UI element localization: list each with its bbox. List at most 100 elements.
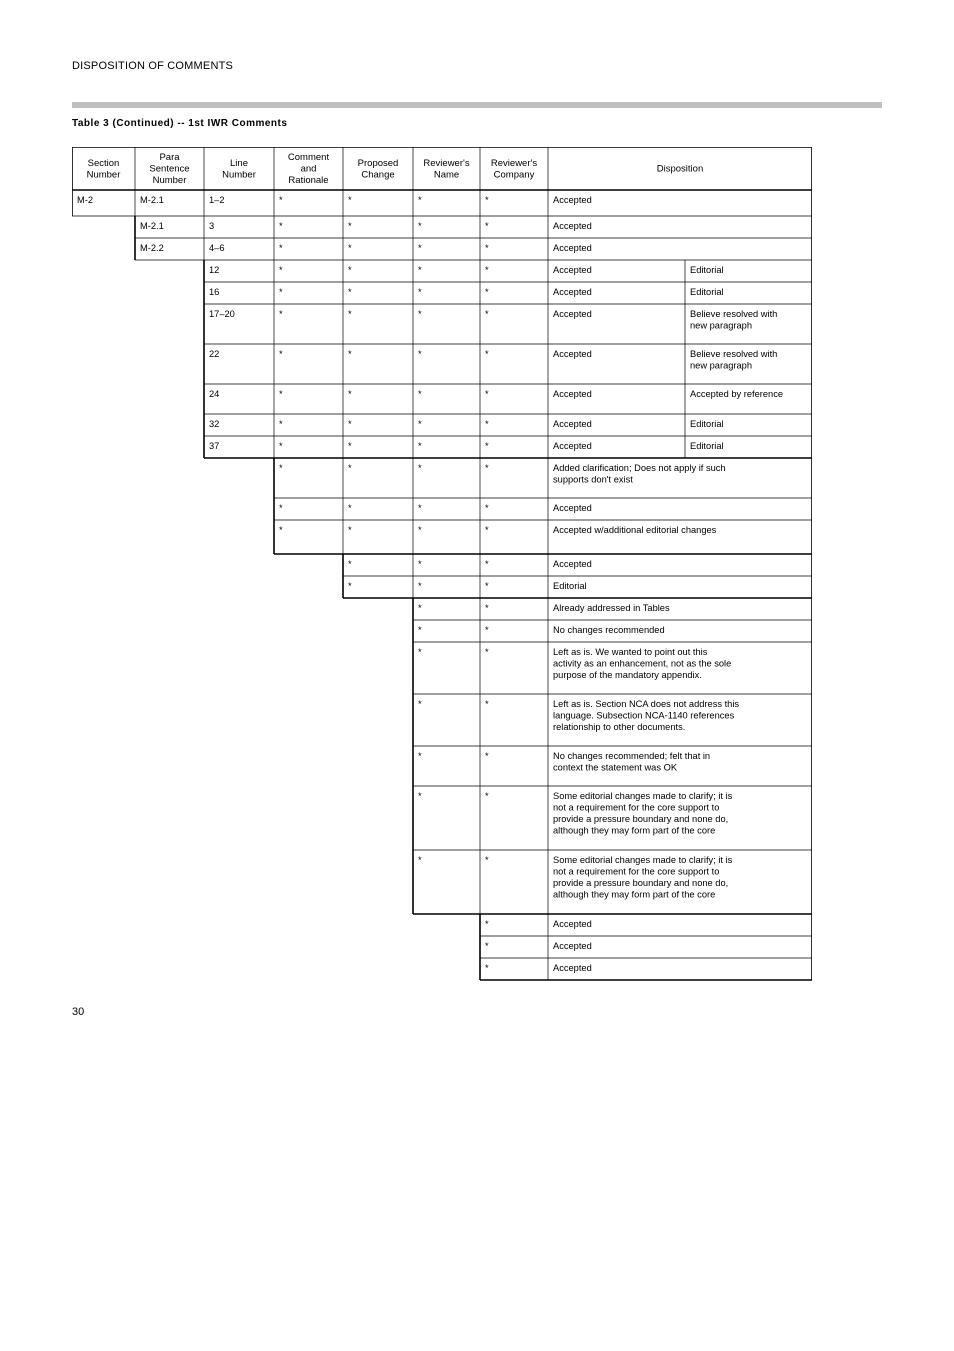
- svg-text:*: *: [348, 389, 352, 399]
- svg-text:Comment: Comment: [288, 152, 330, 163]
- svg-text:Accepted: Accepted: [553, 441, 592, 451]
- svg-text:provide a pressure boundary an: provide a pressure boundary and none do,: [553, 814, 728, 824]
- svg-text:*: *: [348, 195, 352, 205]
- svg-text:*: *: [279, 441, 283, 451]
- svg-text:*: *: [485, 559, 489, 569]
- svg-text:*: *: [348, 463, 352, 473]
- svg-text:22: 22: [209, 349, 219, 359]
- page-number: 30: [72, 1006, 882, 1018]
- svg-text:17–20: 17–20: [209, 309, 235, 319]
- svg-text:context the statement was OK: context the statement was OK: [553, 763, 678, 773]
- svg-text:Para: Para: [159, 152, 180, 163]
- svg-text:*: *: [485, 625, 489, 635]
- svg-text:No changes recommended; felt t: No changes recommended; felt that in: [553, 751, 710, 761]
- svg-text:*: *: [348, 525, 352, 535]
- svg-text:supports don't exist: supports don't exist: [553, 475, 633, 485]
- svg-text:Number: Number: [222, 169, 256, 180]
- document-title: DISPOSITION OF COMMENTS: [72, 60, 882, 72]
- svg-text:*: *: [279, 463, 283, 473]
- svg-text:Accepted: Accepted: [553, 287, 592, 297]
- svg-text:although they may form part of: although they may form part of the core: [553, 890, 715, 900]
- svg-text:new paragraph: new paragraph: [690, 361, 752, 371]
- svg-text:*: *: [279, 287, 283, 297]
- svg-text:*: *: [485, 287, 489, 297]
- svg-text:M-2.1: M-2.1: [140, 221, 164, 231]
- svg-text:*: *: [418, 855, 422, 865]
- svg-text:*: *: [485, 419, 489, 429]
- svg-text:*: *: [279, 265, 283, 275]
- svg-text:*: *: [279, 419, 283, 429]
- svg-text:Editorial: Editorial: [690, 287, 724, 297]
- svg-text:*: *: [418, 221, 422, 231]
- svg-text:Accepted: Accepted: [553, 919, 592, 929]
- svg-text:Accepted by reference: Accepted by reference: [690, 389, 783, 399]
- svg-text:*: *: [485, 463, 489, 473]
- svg-text:4–6: 4–6: [209, 243, 225, 253]
- svg-text:Editorial: Editorial: [690, 419, 724, 429]
- svg-text:*: *: [418, 525, 422, 535]
- svg-text:1–2: 1–2: [209, 195, 225, 205]
- svg-text:*: *: [485, 919, 489, 929]
- svg-text:M-2.2: M-2.2: [140, 243, 164, 253]
- svg-text:*: *: [418, 503, 422, 513]
- svg-text:Accepted: Accepted: [553, 309, 592, 319]
- svg-text:Rationale: Rationale: [288, 175, 328, 186]
- svg-text:*: *: [279, 389, 283, 399]
- svg-text:*: *: [418, 603, 422, 613]
- svg-text:3: 3: [209, 221, 214, 231]
- svg-text:*: *: [348, 441, 352, 451]
- svg-text:relationship to other document: relationship to other documents.: [553, 722, 685, 732]
- svg-text:Section: Section: [88, 158, 120, 169]
- svg-text:Accepted: Accepted: [553, 389, 592, 399]
- table-svg: SectionNumberParaSentenceNumberLineNumbe…: [72, 147, 812, 982]
- svg-text:*: *: [485, 791, 489, 801]
- svg-text:*: *: [485, 699, 489, 709]
- svg-text:No changes recommended: No changes recommended: [553, 625, 665, 635]
- svg-text:Accepted: Accepted: [553, 963, 592, 973]
- svg-text:*: *: [279, 309, 283, 319]
- svg-text:Accepted: Accepted: [553, 265, 592, 275]
- svg-text:Editorial: Editorial: [690, 265, 724, 275]
- svg-text:*: *: [485, 603, 489, 613]
- svg-text:*: *: [348, 419, 352, 429]
- svg-text:*: *: [348, 349, 352, 359]
- svg-text:M-2: M-2: [77, 195, 93, 205]
- svg-text:Change: Change: [361, 169, 394, 180]
- svg-text:*: *: [418, 791, 422, 801]
- svg-text:*: *: [279, 195, 283, 205]
- svg-text:Left as is. Section NCA does n: Left as is. Section NCA does not address…: [553, 699, 739, 709]
- svg-text:*: *: [418, 419, 422, 429]
- svg-text:Accepted: Accepted: [553, 349, 592, 359]
- svg-text:Accepted: Accepted: [553, 503, 592, 513]
- svg-text:*: *: [418, 625, 422, 635]
- svg-text:*: *: [485, 941, 489, 951]
- svg-text:Accepted w/additional editoria: Accepted w/additional editorial changes: [553, 525, 717, 535]
- svg-text:*: *: [348, 243, 352, 253]
- svg-text:24: 24: [209, 389, 219, 399]
- svg-text:*: *: [485, 503, 489, 513]
- svg-text:*: *: [418, 287, 422, 297]
- svg-text:32: 32: [209, 419, 219, 429]
- svg-text:Line: Line: [230, 158, 248, 169]
- svg-text:*: *: [485, 243, 489, 253]
- svg-text:*: *: [279, 221, 283, 231]
- svg-text:*: *: [485, 441, 489, 451]
- svg-text:*: *: [485, 525, 489, 535]
- svg-text:Added clarification; Does not: Added clarification; Does not apply if s…: [553, 463, 726, 473]
- svg-text:provide a pressure boundary an: provide a pressure boundary and none do,: [553, 878, 728, 888]
- svg-text:*: *: [348, 287, 352, 297]
- svg-text:activity as an enhancement, no: activity as an enhancement, not as the s…: [553, 659, 731, 669]
- svg-text:*: *: [279, 349, 283, 359]
- svg-text:*: *: [279, 503, 283, 513]
- svg-text:*: *: [348, 221, 352, 231]
- svg-text:*: *: [348, 265, 352, 275]
- table-title: Table 3 (Continued) -- 1st IWR Comments: [72, 118, 882, 129]
- svg-text:*: *: [485, 751, 489, 761]
- svg-text:*: *: [418, 243, 422, 253]
- svg-text:Accepted: Accepted: [553, 243, 592, 253]
- svg-text:Reviewer's: Reviewer's: [423, 158, 469, 169]
- svg-text:12: 12: [209, 265, 219, 275]
- svg-text:although they may form part of: although they may form part of the core: [553, 826, 715, 836]
- svg-text:*: *: [418, 441, 422, 451]
- svg-text:*: *: [418, 581, 422, 591]
